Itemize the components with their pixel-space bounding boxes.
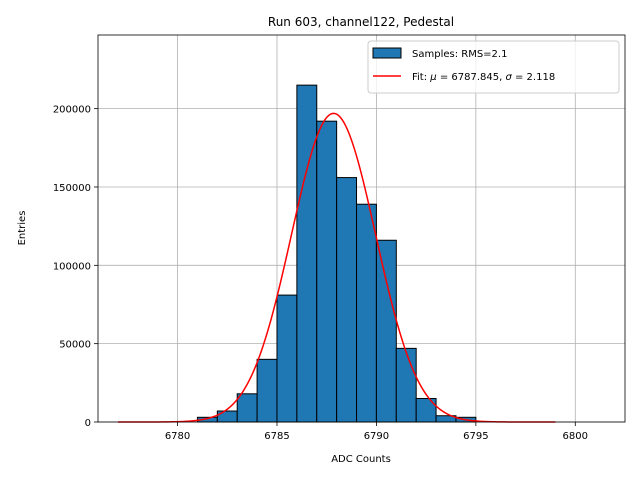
histogram-bar	[356, 203, 377, 423]
x-tick-label: 6790	[364, 431, 389, 442]
histogram-bar	[395, 347, 417, 423]
histogram-bar	[236, 393, 258, 423]
legend-fit-prefix: Fit:	[412, 72, 430, 83]
legend-fit-label: Fit: μ = 6787.845, σ = 2.118	[412, 72, 555, 83]
chart-title: Run 603, channel122, Pedestal	[268, 15, 454, 29]
histogram-bar	[296, 84, 318, 423]
x-tick-label: 6800	[563, 431, 588, 442]
histogram-bar	[256, 358, 278, 423]
legend-sigma-symbol: σ	[505, 72, 512, 83]
y-tick-label: 50000	[59, 340, 91, 351]
y-tick-label: 0	[85, 418, 91, 429]
x-tick-label: 6795	[463, 431, 488, 442]
legend-mu-symbol: μ	[429, 72, 436, 83]
fit-curve	[117, 112, 556, 423]
legend-histogram-label: Samples: RMS=2.1	[412, 49, 507, 60]
y-axis-label: Entries	[17, 211, 28, 246]
histogram-bar	[276, 294, 298, 423]
histogram-bar	[216, 410, 238, 423]
histogram-bar	[375, 239, 397, 423]
y-axis: 0 50000 100000 150000 200000	[53, 105, 98, 429]
legend-sigma-value: = 2.118	[512, 72, 555, 83]
legend-mu-value: = 6787.845,	[437, 72, 506, 83]
histogram-bar	[316, 120, 338, 423]
y-tick-label: 200000	[53, 105, 91, 116]
x-axis-label: ADC Counts	[331, 454, 391, 465]
x-tick-label: 6785	[264, 431, 289, 442]
plot-area	[97, 34, 626, 423]
histogram-bars	[196, 84, 477, 423]
histogram-bar	[336, 177, 358, 423]
y-tick-label: 100000	[53, 261, 91, 272]
x-axis: 6780 6785 6790 6795 6800	[165, 422, 588, 442]
legend: Samples: RMS=2.1 Fit: μ = 6787.845, σ = …	[367, 40, 620, 94]
legend-histogram-swatch	[372, 47, 402, 59]
y-tick-label: 150000	[53, 183, 91, 194]
legend-box	[367, 40, 620, 94]
x-tick-label: 6780	[165, 431, 190, 442]
plot-frame	[97, 34, 626, 423]
